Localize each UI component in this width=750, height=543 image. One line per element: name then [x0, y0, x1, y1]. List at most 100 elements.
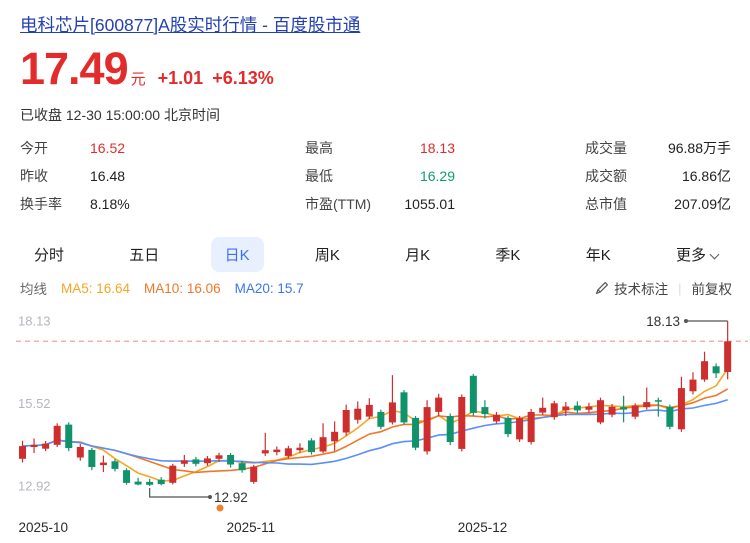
candle-body	[701, 361, 709, 380]
ma-prefix-label: 均线	[20, 282, 47, 297]
stats-column-2: 最高 18.13 最低 16.29 市盈(TTM) 1055.01	[305, 134, 455, 218]
candle-body	[597, 400, 604, 423]
stat-prev-close: 昨收 16.48	[20, 168, 126, 184]
candle-body	[666, 406, 674, 427]
current-price: 17.49	[20, 43, 129, 94]
high-annotation-dot	[684, 319, 688, 323]
candle-body	[481, 407, 489, 415]
chart-tools: 技术标注 | 前复权	[595, 278, 732, 298]
candle-body	[227, 455, 235, 465]
adjust-mode-button[interactable]: 前复权	[691, 282, 733, 297]
candle-body	[134, 481, 142, 485]
ma10-line	[22, 388, 729, 474]
candle-body	[65, 424, 73, 448]
candle-body	[19, 446, 26, 459]
candle-body	[296, 447, 304, 451]
low-annotation-line	[149, 488, 210, 498]
chevron-down-icon	[709, 249, 720, 259]
tab-daily-k[interactable]: 日K	[210, 236, 264, 272]
candle-body	[238, 463, 246, 471]
tab-quarterly-k[interactable]: 季K	[495, 246, 521, 264]
candle-body	[180, 460, 188, 464]
candle-body	[319, 437, 327, 452]
candle-body	[388, 402, 396, 423]
candle-body	[643, 402, 651, 408]
x-axis-label: 2025-10	[19, 520, 69, 535]
chart-period-tabs: 分时 五日 日K 周K 月K 季K 年K 更多	[20, 236, 732, 272]
candle-body	[608, 406, 616, 415]
ma5-legend: MA5: 16.64	[61, 280, 131, 296]
candle-body	[42, 443, 50, 449]
stats-column-3: 成交量 96.88万手 成交额 16.86亿 总市值 207.09亿	[585, 134, 731, 218]
x-axis-label: 2025-12	[458, 520, 508, 535]
candle-body	[169, 465, 177, 483]
stat-turnover-rate: 换手率 8.18%	[20, 196, 130, 212]
candle-body	[677, 388, 685, 430]
stat-amount: 成交额 16.86亿	[585, 168, 731, 184]
high-annotation-label: 18.13	[646, 314, 680, 329]
y-axis-label: 12.92	[18, 479, 51, 494]
low-annotation-dot	[208, 495, 212, 499]
candle-body	[492, 414, 500, 422]
candle-body	[550, 403, 558, 418]
candle-body	[146, 481, 154, 485]
tab-monthly-k[interactable]: 月K	[405, 246, 431, 264]
candle-body	[111, 461, 119, 469]
stat-open: 今开 16.52	[20, 140, 126, 156]
market-status: 已收盘 12-30 15:00:00 北京时间	[20, 107, 220, 123]
stats-column-1: 今开 16.52 昨收 16.48 换手率 8.18%	[20, 134, 185, 218]
candle-body	[250, 466, 258, 482]
ma10-legend: MA10: 16.06	[144, 280, 221, 296]
candle-body	[654, 400, 662, 402]
candle-body	[88, 449, 96, 467]
ma-legend-row: 均线 MA5: 16.64 MA10: 16.06 MA20: 15.7 技术标…	[20, 278, 732, 298]
ma5-line	[22, 368, 729, 482]
candle-body	[724, 341, 732, 372]
candle-body	[469, 375, 477, 413]
candle-body	[712, 366, 720, 374]
candle-body	[157, 479, 165, 485]
candle-body	[458, 397, 466, 449]
ma20-legend: MA20: 15.7	[234, 280, 304, 296]
tab-yearly-k[interactable]: 年K	[585, 246, 611, 264]
tab-minute[interactable]: 分时	[34, 246, 65, 264]
tech-annotation-button[interactable]: 技术标注	[614, 282, 669, 297]
candle-body	[562, 406, 570, 411]
candle-body	[30, 444, 38, 447]
candle-body	[365, 404, 373, 417]
candle-body	[446, 416, 454, 442]
candle-body	[192, 459, 200, 464]
stat-low: 最低 16.29	[305, 168, 455, 184]
candle-body	[412, 417, 420, 448]
candle-body	[261, 450, 269, 454]
candle-body	[435, 397, 443, 412]
y-axis-label: 18.13	[18, 314, 51, 329]
low-annotation-label: 12.92	[214, 490, 248, 505]
stat-market-cap: 总市值 207.09亿	[585, 196, 731, 212]
candle-body	[573, 405, 581, 411]
stat-pe-ttm: 市盈(TTM) 1055.01	[305, 196, 455, 212]
candle-body	[76, 447, 84, 458]
candle-body	[331, 431, 339, 442]
tab-five-day[interactable]: 五日	[129, 246, 160, 264]
candlestick-chart[interactable]: 18.13 15.52 12.92 2025-10 2025-11 2025-12 18.1…	[0, 305, 750, 543]
candle-body	[284, 448, 292, 456]
candle-body	[516, 418, 524, 440]
candle-body	[689, 379, 697, 392]
candle-body	[53, 425, 61, 445]
candle-body	[342, 410, 350, 433]
y-axis-label: 15.52	[18, 396, 51, 411]
candle-body	[423, 407, 431, 452]
tab-weekly-k[interactable]: 周K	[314, 246, 340, 264]
stat-high: 最高 18.13	[305, 140, 455, 156]
price-unit: 元	[130, 71, 146, 88]
tab-more[interactable]: 更多	[662, 237, 732, 272]
page-title-link[interactable]: 电科芯片[600877]A股实时行情 - 百度股市通	[20, 15, 361, 35]
price-block: 17.49 元 +1.01 +6.13%	[20, 46, 274, 91]
candle-body	[273, 449, 281, 453]
candle-body	[539, 407, 547, 413]
candle-body	[620, 407, 628, 410]
candle-body	[377, 411, 385, 427]
candle-body	[504, 417, 512, 435]
candle-body	[203, 458, 211, 464]
